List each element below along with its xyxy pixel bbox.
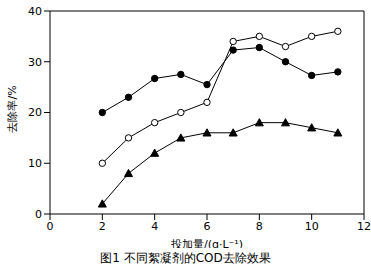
svg-text:10: 10 [28,157,42,170]
svg-text:0: 0 [47,220,54,233]
svg-text:2: 2 [99,220,106,233]
svg-text:投加量/(g·L⁻¹): 投加量/(g·L⁻¹) [170,238,243,248]
svg-text:30: 30 [28,56,42,69]
svg-text:10: 10 [305,220,319,233]
svg-text:6: 6 [204,220,211,233]
svg-text:8: 8 [256,220,263,233]
svg-text:40: 40 [28,5,42,18]
svg-text:去除率/%: 去除率/% [8,85,19,132]
svg-text:12: 12 [357,220,363,233]
svg-text:20: 20 [28,106,42,119]
svg-text:4: 4 [151,220,158,233]
svg-text:0: 0 [35,208,42,221]
html-text:图1 不同絮凝剂的COD去除效果: 图1 不同絮凝剂的COD去除效果 [100,251,271,265]
